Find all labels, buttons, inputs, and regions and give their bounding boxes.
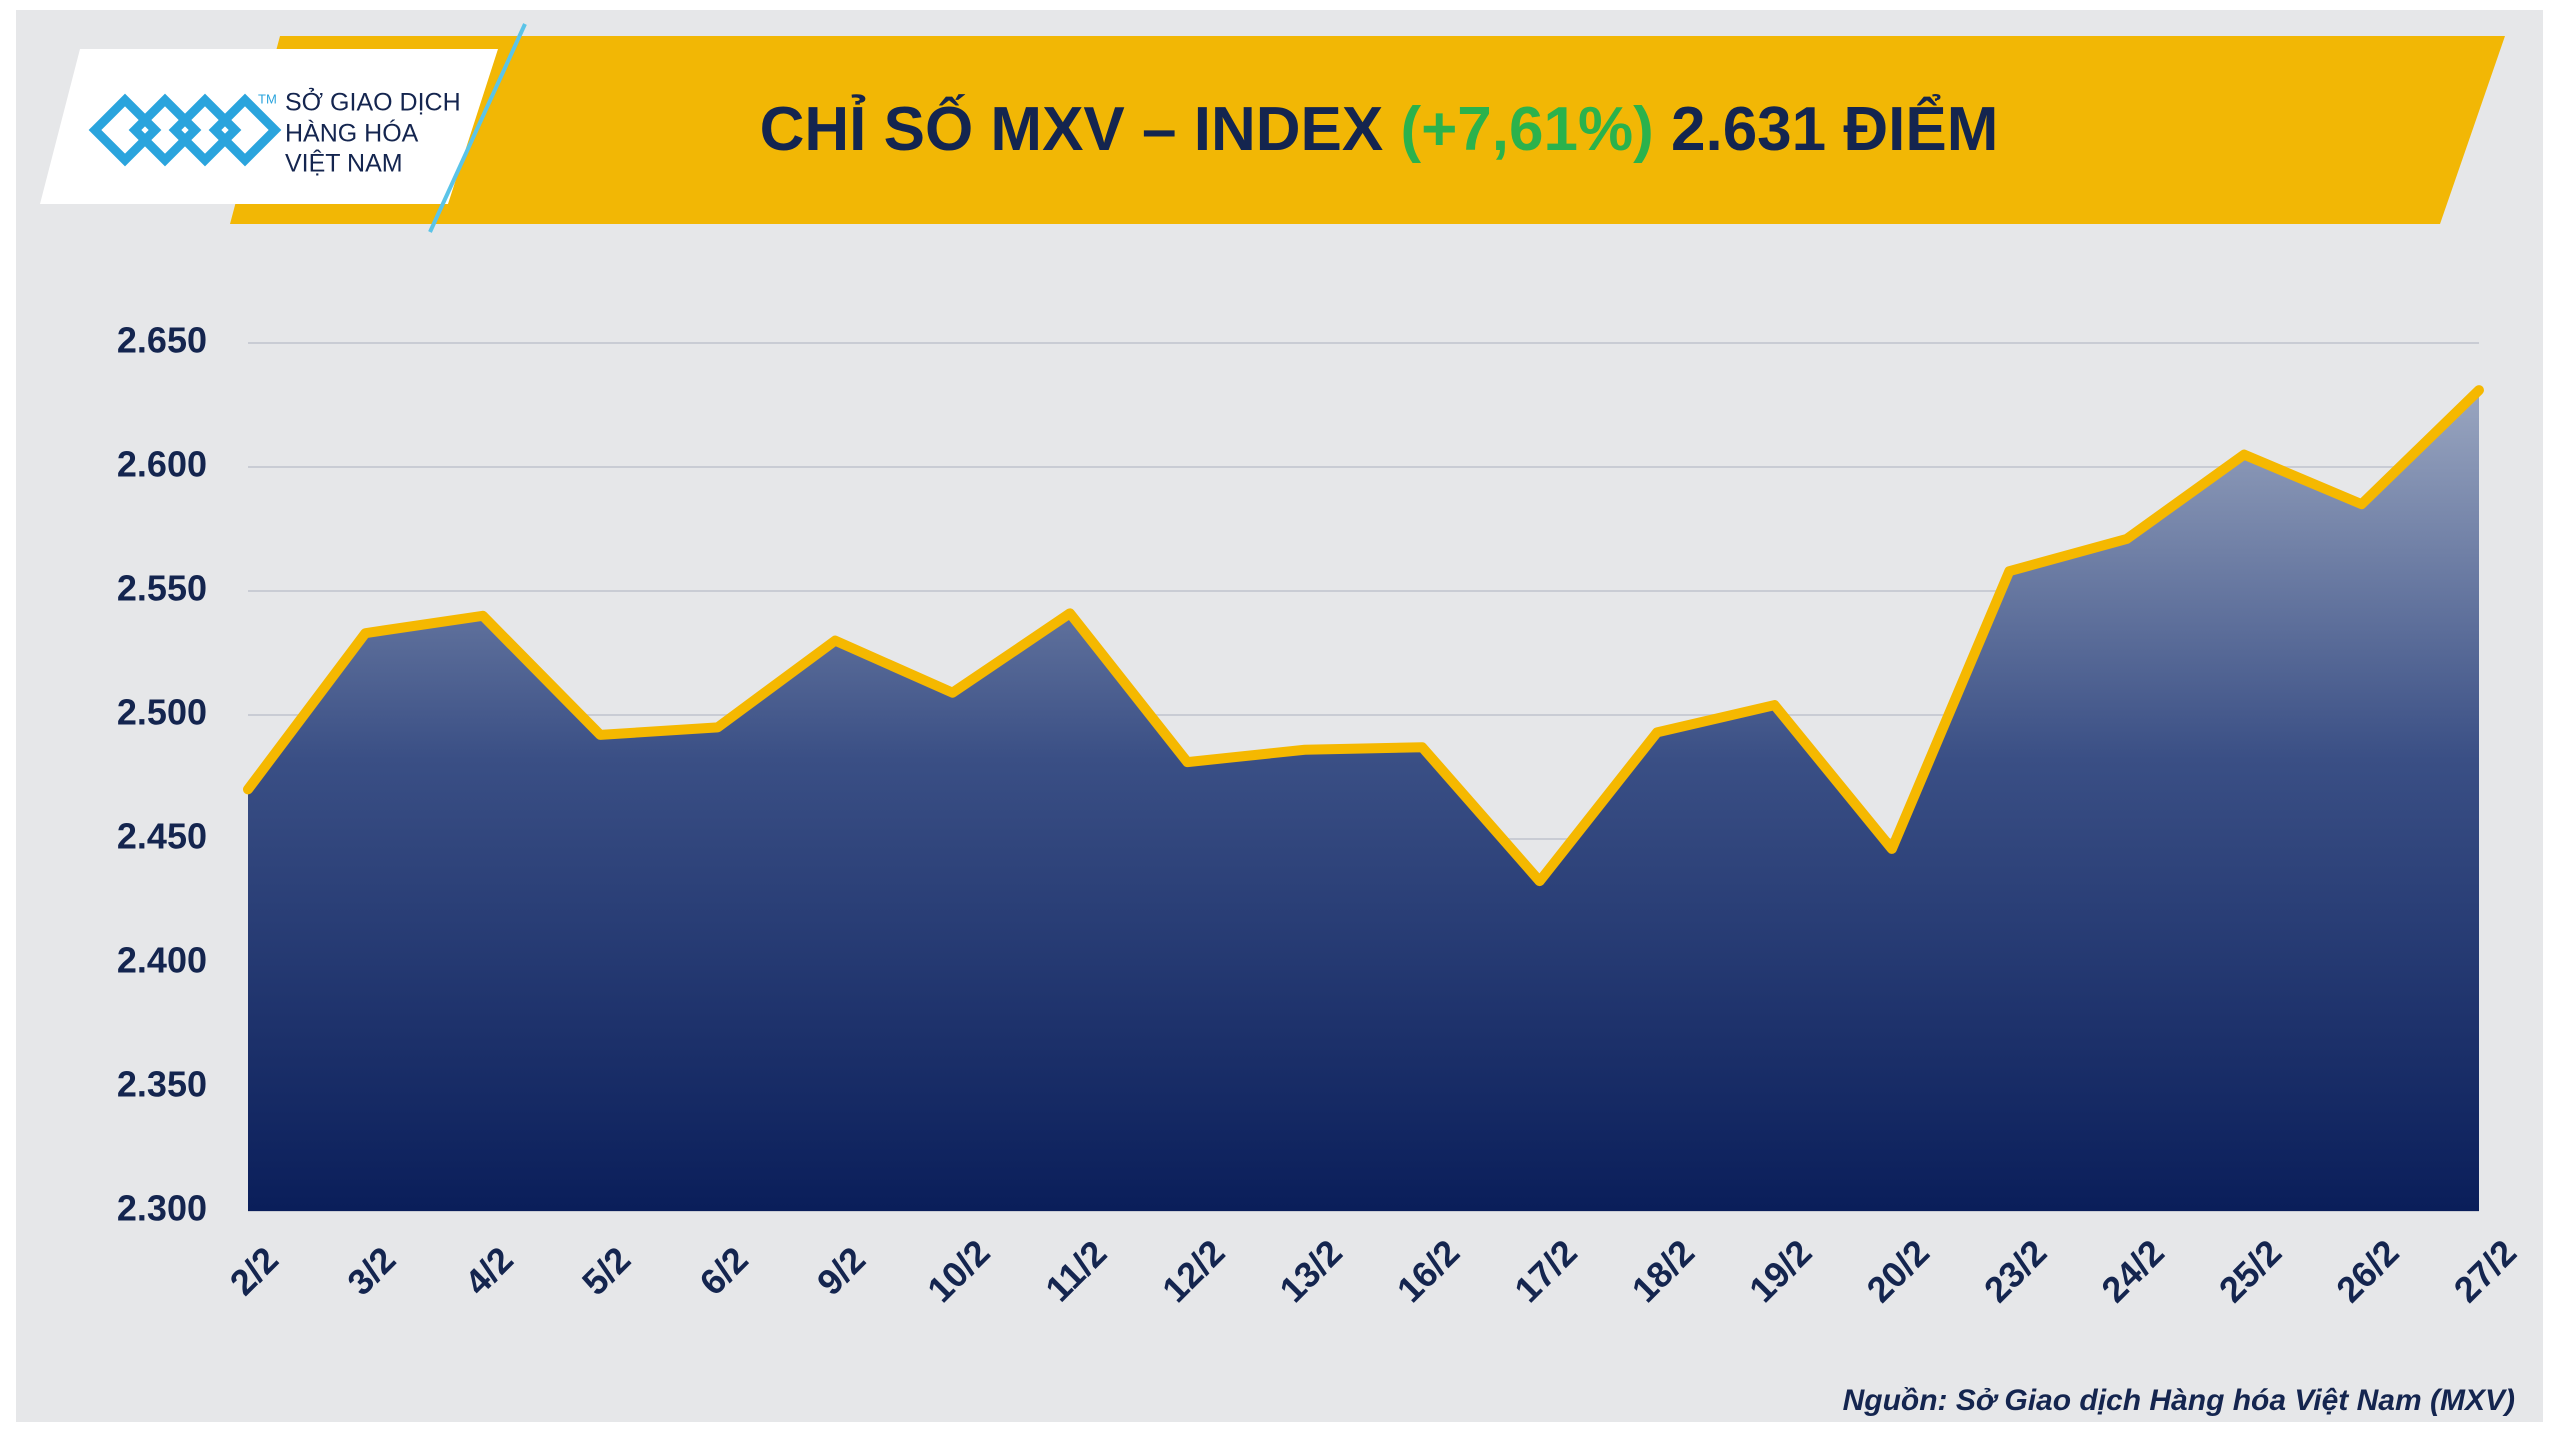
y-tick-label: 2.450 xyxy=(117,816,207,857)
logo-text: HÀNG HÓA xyxy=(285,119,419,148)
chart-title: CHỈ SỐ MXV – INDEX (+7,61%) 2.631 ĐIỂM xyxy=(760,95,1999,164)
y-tick-label: 2.400 xyxy=(117,940,207,981)
logo-text: SỞ GIAO DỊCH xyxy=(285,87,461,117)
title-banner xyxy=(230,36,2505,224)
source-note: Nguồn: Sở Giao dịch Hàng hóa Việt Nam (M… xyxy=(1843,1384,2515,1417)
logo-tm: TM xyxy=(258,91,277,106)
y-tick-label: 2.650 xyxy=(117,320,207,361)
y-tick-label: 2.500 xyxy=(117,692,207,733)
y-tick-label: 2.300 xyxy=(117,1188,207,1229)
logo-icon xyxy=(88,93,282,167)
area xyxy=(248,390,2479,1211)
title-main: CHỈ SỐ MXV – INDEX xyxy=(760,95,1384,164)
logo-accent xyxy=(428,23,527,233)
y-tick-label: 2.350 xyxy=(117,1064,207,1105)
y-tick-label: 2.600 xyxy=(117,444,207,485)
logo-text: VIỆT NAM xyxy=(285,149,403,178)
line xyxy=(243,385,2484,887)
title-value: 2.631 ĐIỂM xyxy=(1671,95,1998,164)
y-tick-label: 2.550 xyxy=(117,568,207,609)
title-change: (+7,61%) xyxy=(1400,95,1653,164)
